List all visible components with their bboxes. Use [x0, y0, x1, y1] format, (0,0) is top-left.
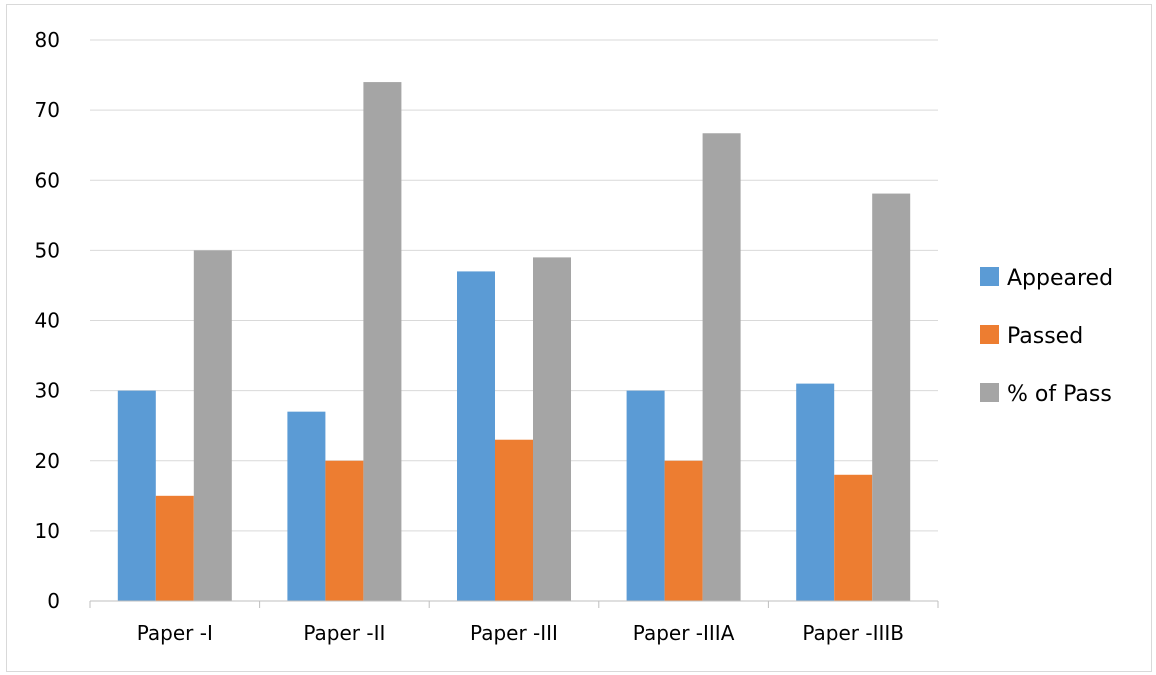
bars — [117, 82, 911, 602]
bar-passed-2 — [325, 460, 364, 601]
bar-of-pass-2 — [363, 82, 402, 601]
x-category-label: Paper -II — [303, 621, 385, 645]
legend-swatch — [980, 325, 999, 344]
y-tick-label: 10 — [35, 519, 60, 543]
x-category-label: Paper -I — [137, 621, 213, 645]
legend-swatch — [980, 267, 999, 286]
y-tick-label: 70 — [35, 98, 60, 122]
bar-appeared-2 — [287, 411, 326, 601]
legend-swatch — [980, 383, 999, 402]
y-tick-label: 60 — [35, 168, 60, 192]
x-category-label: Paper -III — [470, 621, 558, 645]
y-tick-label: 80 — [35, 28, 60, 52]
legend-label: Passed — [1007, 324, 1083, 349]
y-axis-ticks: 0 10 20 30 40 50 60 70 80 — [35, 28, 60, 613]
x-axis: Paper -I Paper -II Paper -III Paper -IIIA Pa… — [89, 600, 939, 645]
bar-passed-5 — [834, 474, 873, 601]
chart-frame — [6, 4, 1152, 672]
bar-of-pass-5 — [872, 193, 911, 602]
legend-label: % of Pass — [1007, 382, 1112, 407]
y-tick-label: 50 — [35, 238, 60, 262]
bar-passed-3 — [495, 439, 533, 601]
x-category-label: Paper -IIIB — [802, 621, 904, 645]
bar-appeared-4 — [626, 390, 665, 601]
y-tick-label: 0 — [47, 589, 60, 613]
x-category-label: Paper -IIIA — [633, 621, 735, 645]
bar-appeared-3 — [457, 271, 495, 601]
bar-appeared-5 — [796, 383, 835, 601]
bar-of-pass-3 — [533, 257, 571, 601]
bar-passed-1 — [155, 495, 194, 601]
y-tick-label: 20 — [35, 449, 60, 473]
y-tick-label: 40 — [35, 309, 60, 333]
y-tick-label: 30 — [35, 379, 60, 403]
legend: Appeared Passed % of Pass — [980, 266, 1113, 407]
bar-of-pass-1 — [193, 250, 232, 601]
bar-of-pass-4 — [702, 133, 741, 602]
legend-label: Appeared — [1007, 266, 1113, 291]
bar-appeared-1 — [117, 390, 156, 601]
bar-passed-4 — [664, 460, 703, 601]
